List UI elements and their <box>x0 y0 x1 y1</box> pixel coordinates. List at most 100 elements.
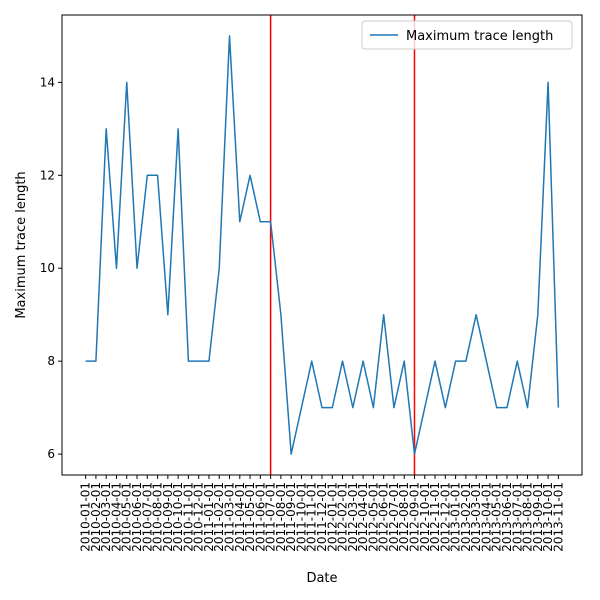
x-tick-label: 2012-02-01 <box>336 482 350 552</box>
x-tick-label: 2011-06-01 <box>253 482 267 552</box>
x-tick-label: 2010-08-01 <box>151 482 165 552</box>
data-point-2010-07-01 <box>146 174 148 176</box>
x-tick-label: 2013-07-01 <box>510 482 524 552</box>
data-point-2012-11-01 <box>434 360 436 362</box>
x-tick-label: 2011-10-01 <box>294 482 308 552</box>
x-tick-label: 2013-10-01 <box>541 482 555 552</box>
data-point-2012-05-01 <box>372 406 374 408</box>
data-point-2013-05-01 <box>496 406 498 408</box>
data-point-2011-03-01 <box>228 35 230 37</box>
data-point-2010-02-01 <box>95 360 97 362</box>
y-axis-ticks: 6 8 10 12 14 <box>40 75 62 461</box>
data-point-2010-12-01 <box>197 360 199 362</box>
data-point-2012-03-01 <box>352 406 354 408</box>
x-tick-label: 2013-09-01 <box>531 482 545 552</box>
data-point-2012-09-01 <box>413 453 415 455</box>
data-point-2011-10-01 <box>300 406 302 408</box>
legend-box <box>361 20 573 50</box>
data-point-2010-04-01 <box>115 267 117 269</box>
y-tick-label: 6 <box>47 447 55 461</box>
data-point-2011-01-01 <box>208 360 210 362</box>
x-tick-label: 2010-12-01 <box>192 482 206 552</box>
data-point-2011-08-01 <box>280 314 282 316</box>
x-tick-label: 2012-08-01 <box>397 482 411 552</box>
x-tick-label: 2012-11-01 <box>428 482 442 552</box>
x-tick-label: 2013-04-01 <box>479 482 493 552</box>
x-tick-label: 2013-08-01 <box>521 482 535 552</box>
data-point-2010-09-01 <box>167 314 169 316</box>
data-point-2011-02-01 <box>218 267 220 269</box>
x-tick-label: 2010-10-01 <box>171 482 185 552</box>
data-point-2010-06-01 <box>136 267 138 269</box>
data-point-2010-01-01 <box>84 360 86 362</box>
x-tick-label: 2012-04-01 <box>356 482 370 552</box>
data-point-2013-06-01 <box>506 406 508 408</box>
x-tick-label: 2012-06-01 <box>377 482 391 552</box>
x-tick-label: 2011-09-01 <box>284 482 298 552</box>
x-tick-label: 2010-03-01 <box>99 482 113 552</box>
legend: Maximum trace length <box>361 20 573 50</box>
data-point-2012-02-01 <box>341 360 343 362</box>
x-tick-label: 2012-05-01 <box>366 482 380 552</box>
x-axis-label: Date <box>306 571 337 586</box>
data-point-2010-10-01 <box>177 128 179 130</box>
x-tick-label: 2010-09-01 <box>161 482 175 552</box>
data-point-2012-08-01 <box>403 360 405 362</box>
x-tick-label: 2013-02-01 <box>459 482 473 552</box>
data-point-2010-03-01 <box>105 128 107 130</box>
data-point-2013-11-01 <box>557 406 559 408</box>
data-point-2011-06-01 <box>259 221 261 223</box>
data-point-2013-04-01 <box>485 360 487 362</box>
x-tick-label: 2011-11-01 <box>305 482 319 552</box>
data-point-2013-08-01 <box>526 406 528 408</box>
data-point-2011-04-01 <box>239 221 241 223</box>
x-axis-ticks: 2010-01-012010-02-012010-03-012010-04-01… <box>79 475 565 552</box>
data-point-2012-04-01 <box>362 360 364 362</box>
data-point-2011-07-01 <box>269 221 271 223</box>
data-point-2010-11-01 <box>187 360 189 362</box>
y-tick-label: 14 <box>40 75 55 89</box>
data-point-2013-01-01 <box>454 360 456 362</box>
y-tick-label: 12 <box>40 168 55 182</box>
x-tick-label: 2013-11-01 <box>551 482 565 552</box>
data-points <box>84 35 559 456</box>
data-point-2013-03-01 <box>475 314 477 316</box>
x-tick-label: 2011-04-01 <box>233 482 247 552</box>
y-tick-label: 8 <box>47 354 55 368</box>
data-point-2010-05-01 <box>126 81 128 83</box>
x-tick-label: 2013-06-01 <box>500 482 514 552</box>
data-point-2012-10-01 <box>424 406 426 408</box>
x-tick-label: 2011-03-01 <box>223 482 237 552</box>
x-tick-label: 2011-01-01 <box>202 482 216 552</box>
data-point-2012-12-01 <box>444 406 446 408</box>
x-tick-label: 2012-10-01 <box>418 482 432 552</box>
x-tick-label: 2010-05-01 <box>120 482 134 552</box>
legend-entry: Maximum trace length <box>406 29 553 44</box>
data-point-2013-02-01 <box>465 360 467 362</box>
x-tick-label: 2012-09-01 <box>407 482 421 552</box>
data-point-2013-07-01 <box>516 360 518 362</box>
x-tick-label: 2011-02-01 <box>212 482 226 552</box>
x-tick-label: 2010-06-01 <box>130 482 144 552</box>
x-tick-label: 2013-03-01 <box>469 482 483 552</box>
x-tick-label: 2011-08-01 <box>274 482 288 552</box>
y-axis-label: Maximum trace length <box>14 171 29 318</box>
vertical-lines <box>269 15 416 475</box>
series-line-maximum-trace-length <box>85 35 560 455</box>
x-tick-label: 2010-07-01 <box>140 482 154 552</box>
data-point-2013-10-01 <box>547 81 549 83</box>
x-tick-label: 2013-01-01 <box>449 482 463 552</box>
x-tick-label: 2010-01-01 <box>79 482 93 552</box>
x-tick-label: 2010-02-01 <box>89 482 103 552</box>
x-tick-label: 2012-12-01 <box>438 482 452 552</box>
x-tick-label: 2012-07-01 <box>387 482 401 552</box>
data-point-2013-09-01 <box>537 314 539 316</box>
x-tick-label: 2011-05-01 <box>243 482 257 552</box>
y-tick-label: 10 <box>40 261 55 275</box>
x-tick-label: 2010-11-01 <box>181 482 195 552</box>
data-point-2011-09-01 <box>290 453 292 455</box>
data-point-2012-01-01 <box>331 406 333 408</box>
x-tick-label: 2011-12-01 <box>315 482 329 552</box>
data-point-2010-08-01 <box>156 174 158 176</box>
